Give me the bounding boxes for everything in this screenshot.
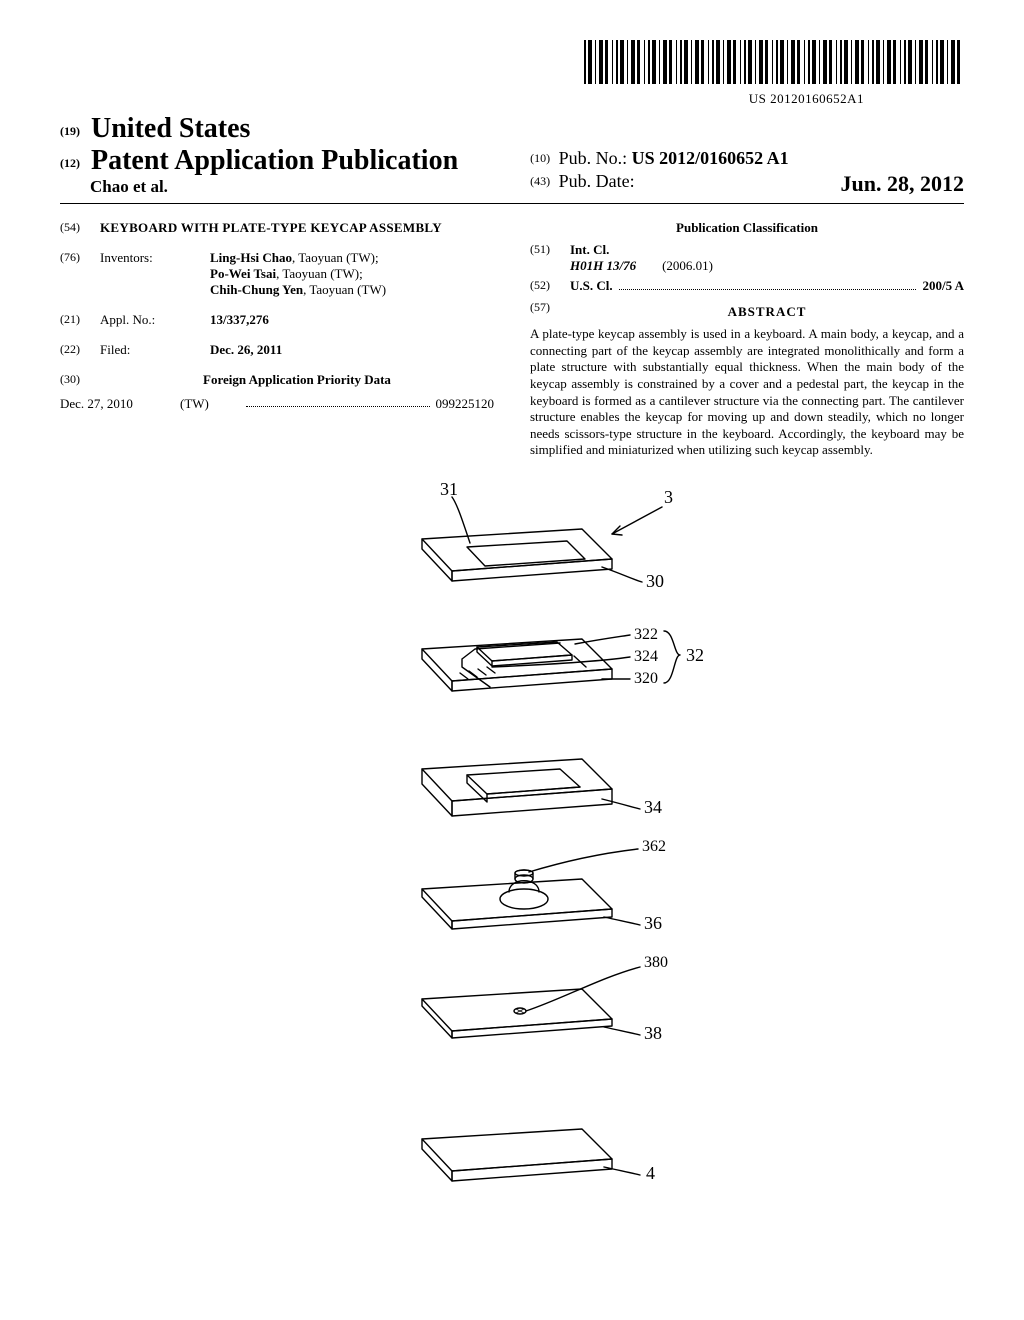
code-57: (57) [530,300,570,324]
fap-country: (TW) [180,396,240,412]
pubno-value: US 2012/0160652 A1 [632,148,789,168]
uscl-label: U.S. Cl. [570,278,613,294]
barcode-block: US 20120160652A1 [60,40,964,107]
applno-value: 13/337,276 [210,312,494,328]
pubdate-label: Pub. Date: [559,171,635,191]
fap-date: Dec. 27, 2010 [60,396,180,412]
svg-text:362: 362 [642,838,666,855]
patent-figure: 31 3 30 322 [302,479,722,1279]
uscl-value: 200/5 A [922,278,964,294]
author-line: Chao et al. [90,177,512,197]
invention-title: KEYBOARD WITH PLATE-TYPE KEYCAP ASSEMBLY [100,220,494,236]
intcl-symbol: H01H 13/76 [570,258,636,273]
svg-text:4: 4 [646,1163,655,1183]
country: United States [91,113,250,144]
inventor-loc: , Taoyuan (TW) [303,282,386,297]
fap-row: Dec. 27, 2010 (TW) 099225120 [60,396,494,412]
barcode-graphic [584,40,964,84]
code-19: (19) [60,124,80,138]
inventor-loc: , Taoyuan (TW); [276,266,363,281]
svg-text:320: 320 [634,670,658,687]
svg-text:32: 32 [686,645,704,665]
svg-text:3: 3 [664,487,673,507]
code-54: (54) [60,220,100,236]
inventors-label: Inventors: [100,250,210,298]
svg-text:30: 30 [646,571,664,591]
code-12: (12) [60,156,80,170]
applno-label: Appl. No.: [100,312,210,328]
right-column: Publication Classification (51) Int. Cl.… [530,220,964,459]
svg-text:31: 31 [440,479,458,499]
code-76: (76) [60,250,100,298]
code-10: (10) [530,151,550,165]
svg-text:324: 324 [634,648,658,665]
pubno-label: Pub. No.: [559,148,628,168]
code-51: (51) [530,242,570,274]
filed-value: Dec. 26, 2011 [210,342,494,358]
pubclass-heading: Publication Classification [530,220,964,236]
code-22: (22) [60,342,100,358]
uscl-dots [619,280,917,290]
abstract-text: A plate-type keycap assembly is used in … [530,326,964,459]
fap-dots [246,396,430,407]
svg-text:322: 322 [634,626,658,643]
code-21: (21) [60,312,100,328]
filed-label: Filed: [100,342,210,358]
code-30: (30) [60,372,100,396]
pubdate-value: Jun. 28, 2012 [841,171,964,197]
inventor-name: Po-Wei Tsai [210,266,276,281]
inventor-name: Chih-Chung Yen [210,282,303,297]
intcl-version: (2006.01) [662,258,713,273]
code-43: (43) [530,174,550,188]
inventor-name: Ling-Hsi Chao [210,250,292,265]
svg-text:380: 380 [644,954,668,971]
fap-number: 099225120 [436,396,495,412]
code-52: (52) [530,278,570,294]
fap-heading: Foreign Application Priority Data [100,372,494,388]
svg-text:34: 34 [644,797,662,817]
inventors-list: Ling-Hsi Chao, Taoyuan (TW); Po-Wei Tsai… [210,250,494,298]
svg-text:36: 36 [644,913,662,933]
masthead: (19) United States (12) Patent Applicati… [60,113,964,204]
publication-type: Patent Application Publication [91,145,458,176]
barcode-number: US 20120160652A1 [60,91,864,107]
intcl-label: Int. Cl. [570,242,964,258]
svg-text:38: 38 [644,1023,662,1043]
left-column: (54) KEYBOARD WITH PLATE-TYPE KEYCAP ASS… [60,220,494,459]
inventor-loc: , Taoyuan (TW); [292,250,379,265]
abstract-heading: ABSTRACT [570,304,964,320]
